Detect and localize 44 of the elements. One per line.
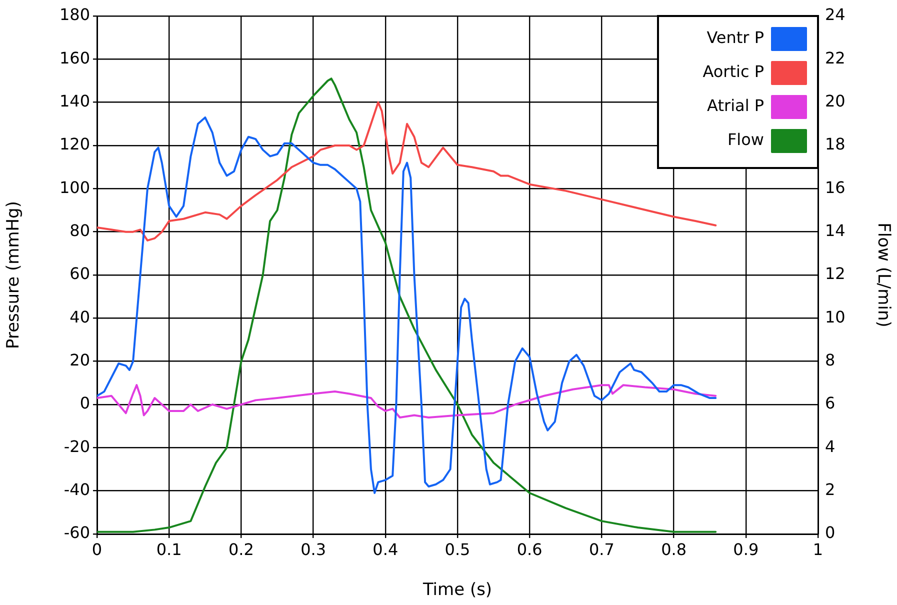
x-tick-label: 0.1 (156, 540, 182, 559)
y2-tick-label: 20 (825, 91, 846, 110)
y2-tick-label: 10 (825, 307, 846, 326)
legend-label: Aortic P (702, 62, 764, 82)
y-tick-label: 100 (59, 178, 90, 197)
y-tick-label: 80 (70, 220, 90, 240)
x-tick-label: 0.3 (300, 540, 326, 559)
legend-label: Atrial P (707, 96, 764, 116)
y-tick-label: 0 (80, 394, 90, 413)
x-tick-label: 0 (92, 540, 102, 559)
y-tick-label: -40 (64, 480, 90, 499)
x-tick-label: 0.6 (516, 540, 542, 559)
y-tick-label: -20 (64, 436, 90, 456)
y-tick-label: 140 (59, 91, 90, 110)
y-tick-label: -60 (64, 523, 90, 542)
y2-axis-title: Flow (L/min) (873, 222, 894, 328)
x-axis-title: Time (s) (422, 580, 492, 600)
x-tick-label: 0.7 (588, 540, 614, 559)
y2-tick-label: 22 (825, 48, 846, 68)
x-tick-label: 0.8 (661, 540, 687, 559)
y2-tick-label: 4 (825, 436, 836, 456)
y2-tick-label: 18 (825, 134, 846, 154)
x-tick-label: 0.4 (372, 540, 398, 559)
y2-tick-label: 0 (825, 523, 836, 542)
legend-label: Ventr P (706, 28, 764, 48)
x-tick-label: 0.9 (733, 540, 759, 559)
y2-tick-label: 24 (825, 5, 846, 24)
y2-tick-label: 2 (825, 480, 836, 499)
y2-tick-label: 6 (825, 394, 836, 413)
y2-tick-label: 16 (825, 178, 846, 197)
x-tick-label: 0.5 (444, 540, 470, 559)
y-tick-label: 160 (59, 48, 90, 68)
y-tick-label: 180 (59, 5, 90, 24)
y2-tick-label: 12 (825, 264, 846, 284)
y2-tick-label: 14 (825, 220, 846, 240)
y-tick-label: 20 (70, 350, 90, 370)
y-tick-label: 60 (70, 264, 90, 284)
x-tick-label: 0.2 (228, 540, 254, 559)
legend-label: Flow (727, 130, 764, 150)
y-tick-label: 120 (59, 134, 90, 154)
y-axis-title: Pressure (mmHg) (4, 201, 24, 349)
x-tick-label: 1 (812, 540, 824, 559)
y-tick-label: 40 (70, 307, 90, 326)
y2-tick-label: 8 (825, 350, 836, 370)
